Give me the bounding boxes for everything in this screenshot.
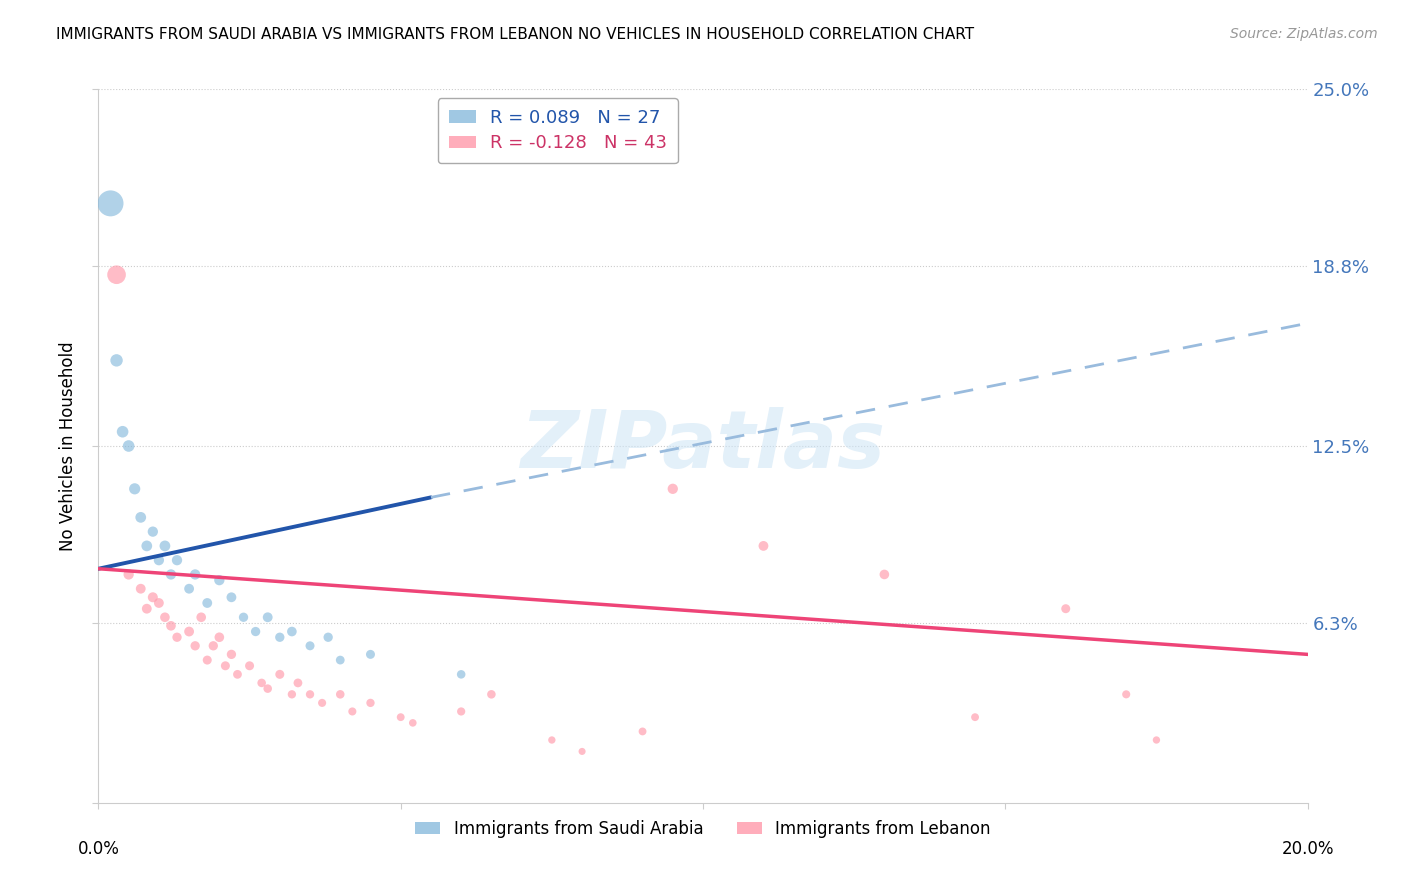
Point [195,653,218,667]
Point [239,658,262,673]
Point [190,610,212,624]
Point [105,268,128,282]
Text: 20.0%: 20.0% [1281,840,1334,858]
Text: ZIPatlas: ZIPatlas [520,407,886,485]
Point [118,439,141,453]
Point [1144,733,1167,747]
Point [160,567,183,582]
Point [111,425,134,439]
Point [184,567,207,582]
Point [329,653,352,667]
Point [179,582,201,596]
Point [129,510,152,524]
Point [360,696,382,710]
Point [148,553,170,567]
Point [256,610,278,624]
Point [129,582,152,596]
Point [1115,687,1137,701]
Point [256,681,278,696]
Point [540,733,562,747]
Point [142,591,165,605]
Point [450,705,472,719]
Point [202,639,225,653]
Point [245,624,267,639]
Text: Source: ZipAtlas.com: Source: ZipAtlas.com [1230,27,1378,41]
Point [214,658,236,673]
Point [311,696,333,710]
Point [631,724,654,739]
Point [299,687,322,701]
Point [221,591,243,605]
Point [124,482,146,496]
Text: IMMIGRANTS FROM SAUDI ARABIA VS IMMIGRANTS FROM LEBANON NO VEHICLES IN HOUSEHOLD: IMMIGRANTS FROM SAUDI ARABIA VS IMMIGRAN… [56,27,974,42]
Point [299,639,322,653]
Point [316,630,339,644]
Point [250,676,273,690]
Point [329,687,352,701]
Point [571,744,593,758]
Point [100,196,122,211]
Point [661,482,683,496]
Point [184,639,207,653]
Point [965,710,987,724]
Point [166,553,188,567]
Point [221,648,243,662]
Point [135,601,157,615]
Point [153,539,176,553]
Point [1054,601,1077,615]
Point [160,619,183,633]
Point [281,624,304,639]
Point [752,539,775,553]
Point [873,567,896,582]
Point [269,667,291,681]
Point [105,353,128,368]
Point [226,667,249,681]
Point [450,667,472,681]
Point [142,524,165,539]
Point [481,687,503,701]
Point [148,596,170,610]
Point [208,630,231,644]
Point [389,710,412,724]
Point [166,630,188,644]
Point [342,705,364,719]
Point [153,610,176,624]
Point [135,539,157,553]
Point [195,596,218,610]
Point [287,676,309,690]
Point [232,610,254,624]
Point [281,687,304,701]
Point [269,630,291,644]
Point [402,715,425,730]
Point [360,648,382,662]
Legend: Immigrants from Saudi Arabia, Immigrants from Lebanon: Immigrants from Saudi Arabia, Immigrants… [409,814,997,845]
Point [208,573,231,587]
Point [118,567,141,582]
Y-axis label: No Vehicles in Household: No Vehicles in Household [59,341,77,551]
Text: 0.0%: 0.0% [77,840,120,858]
Point [179,624,201,639]
